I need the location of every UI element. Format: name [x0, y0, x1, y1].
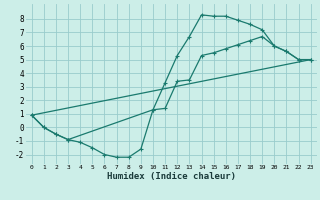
X-axis label: Humidex (Indice chaleur): Humidex (Indice chaleur) — [107, 172, 236, 181]
